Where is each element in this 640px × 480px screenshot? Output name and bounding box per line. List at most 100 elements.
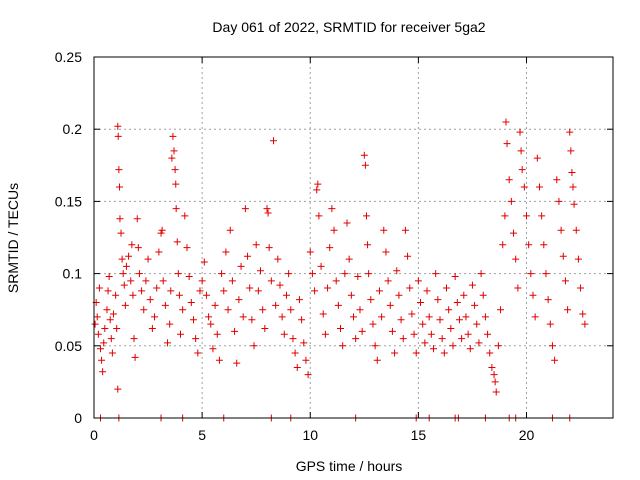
data-point [129,291,137,299]
data-point [116,183,124,191]
data-point [291,349,299,357]
data-point [324,284,332,292]
data-point [112,291,120,299]
data-point [224,306,232,314]
data-point [319,310,327,318]
data-point [438,335,446,343]
data-point [468,281,476,289]
data-point [134,244,142,252]
data-point [172,180,180,188]
data-point [131,353,139,361]
data-point [393,267,401,275]
data-point [419,320,427,328]
data-point [404,252,412,260]
data-point [164,339,172,347]
data-point [517,147,525,155]
data-point [158,226,166,234]
data-point [510,229,518,237]
data-point [166,320,174,328]
data-point [505,176,513,184]
data-point [343,219,351,227]
data-point [114,122,122,130]
data-point [98,356,106,364]
data-point [119,270,127,278]
data-point [246,284,254,292]
y-tick-label: 0.05 [55,338,82,354]
data-point [282,291,290,299]
data-point [481,313,489,321]
data-point [367,296,375,304]
data-point [417,298,425,306]
data-points [91,118,589,422]
data-point [462,313,470,321]
data-point [168,154,176,162]
data-point [122,262,130,270]
data-point [332,277,340,285]
data-point [499,241,507,249]
data-point [287,306,295,314]
data-point [503,140,511,148]
data-point [354,272,362,280]
data-point [494,342,502,350]
data-point [577,284,585,292]
data-point [388,327,396,335]
data-point [566,128,574,136]
chart-title: Day 061 of 2022, SRMTID for receiver 5ga… [212,19,485,35]
data-point [185,272,193,280]
data-point [198,277,206,285]
data-point [313,186,321,194]
data-point [127,277,135,285]
data-point [579,310,587,318]
data-point [330,226,338,234]
data-point [148,324,156,332]
data-point [107,335,115,343]
data-point [339,342,347,350]
data-point [109,310,117,318]
data-point [302,356,310,364]
data-point [471,301,479,309]
data-point [159,277,167,285]
data-point [314,180,322,188]
data-point [211,301,219,309]
data-point [144,255,152,263]
data-point [371,342,379,350]
data-point [151,313,159,321]
data-point [507,197,515,205]
data-point [527,270,535,278]
data-point [502,118,510,126]
data-point [365,270,373,278]
data-point [501,212,509,220]
data-point [171,166,179,174]
data-point [118,255,126,263]
data-point [101,324,109,332]
data-point [414,277,422,285]
data-point [453,298,461,306]
data-point [285,270,293,278]
data-point [91,320,99,328]
data-point [341,270,349,278]
data-point [567,147,575,155]
data-point [492,388,500,396]
data-point [557,226,565,234]
data-point [231,327,239,335]
data-point [548,342,556,350]
data-point [289,335,297,343]
data-point [410,330,418,338]
data-point [222,248,230,256]
axis-ticks: 0 5 10 15 20 0 0.05 0.1 0.15 0.2 0.25 [55,49,613,443]
data-point [157,229,165,237]
data-point [551,356,559,364]
data-point [458,335,466,343]
data-point [130,335,138,343]
data-point [512,255,520,263]
data-point [451,272,459,280]
data-point [106,316,114,324]
data-point [360,151,368,159]
data-point [252,241,260,249]
data-point [179,306,187,314]
data-point [120,281,128,289]
data-point [235,296,243,304]
data-point [520,183,528,191]
data-point [218,270,226,278]
